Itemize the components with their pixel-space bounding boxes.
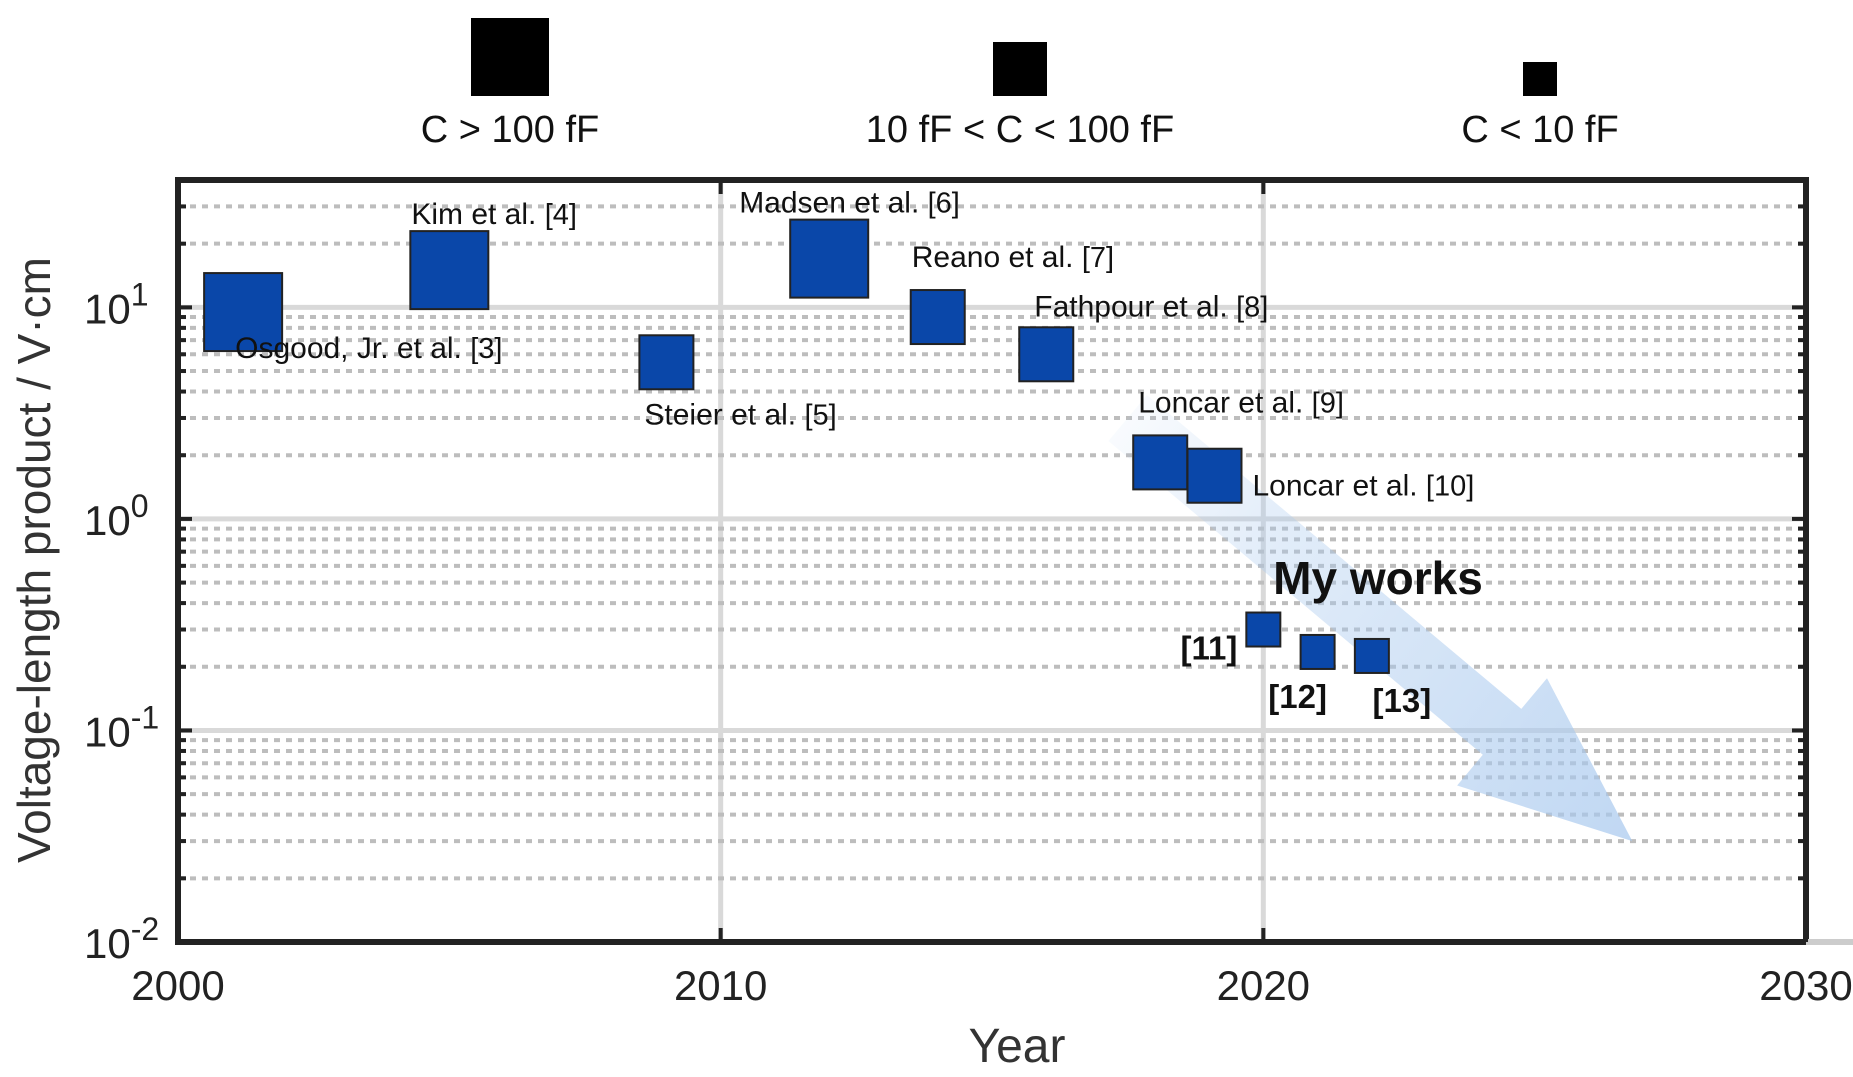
x-tick-label: 2030 <box>1759 962 1852 1009</box>
y-tick-label: 10-2 <box>84 911 159 967</box>
point-label: Fathpour et al. [8] <box>1034 290 1268 323</box>
plot-frame <box>175 177 1809 945</box>
data-point <box>409 230 490 311</box>
data-point <box>1186 447 1243 504</box>
y-tick-label: 101 <box>84 276 149 332</box>
data-point <box>909 289 966 346</box>
y-tick-label: 100 <box>84 488 149 544</box>
size-legend: C > 100 fF 10 fF < C < 100 fF C < 10 fF <box>421 18 1619 151</box>
trend-arrow <box>1108 395 1633 842</box>
ref-label: [11] <box>1180 630 1237 667</box>
ref-label: [13] <box>1373 682 1432 719</box>
x-axis-label: Year <box>969 1020 1066 1073</box>
ref-label: [12] <box>1268 678 1327 715</box>
data-point <box>1245 611 1282 648</box>
point-label: Osgood, Jr. et al. [3] <box>235 332 502 365</box>
point-label: Loncar et al. [9] <box>1138 386 1344 419</box>
x-tick-label: 2000 <box>131 962 224 1009</box>
point-label: Reano et al. [7] <box>912 241 1114 274</box>
my-works-annotation: My works <box>1273 552 1483 604</box>
legend-marker-small <box>1523 62 1557 96</box>
y-tick-labels: 10-2 10-1 100 101 <box>84 276 159 967</box>
data-markers <box>203 218 1390 674</box>
data-point <box>1132 434 1189 491</box>
point-label: Loncar et al. [10] <box>1252 470 1474 503</box>
legend-marker-large <box>471 18 549 96</box>
data-point <box>1299 633 1336 670</box>
legend-label: 10 fF < C < 100 fF <box>866 109 1174 151</box>
data-point <box>203 272 284 353</box>
point-labels: Osgood, Jr. et al. [3] Kim et al. [4] Stei… <box>235 187 1474 719</box>
y-tick-label: 10-1 <box>84 699 159 755</box>
data-point <box>789 218 870 299</box>
x-tick-labels: 2000 2010 2020 2030 <box>131 962 1852 1009</box>
data-point <box>1018 326 1075 383</box>
point-label: Madsen et al. [6] <box>739 187 960 220</box>
x-tick-label: 2010 <box>674 962 767 1009</box>
y-axis-label: Voltage-length product / V·cm <box>8 257 60 863</box>
point-label: Kim et al. [4] <box>411 198 577 231</box>
legend-label: C < 10 fF <box>1461 109 1618 151</box>
legend-label: C > 100 fF <box>421 109 599 151</box>
data-point <box>1353 637 1390 674</box>
data-point <box>638 334 695 391</box>
x-tick-label: 2020 <box>1217 962 1310 1009</box>
grid <box>178 178 1806 942</box>
legend-marker-medium <box>993 42 1047 96</box>
axis-ticks <box>176 178 1808 944</box>
point-label: Steier et al. [5] <box>644 398 836 431</box>
